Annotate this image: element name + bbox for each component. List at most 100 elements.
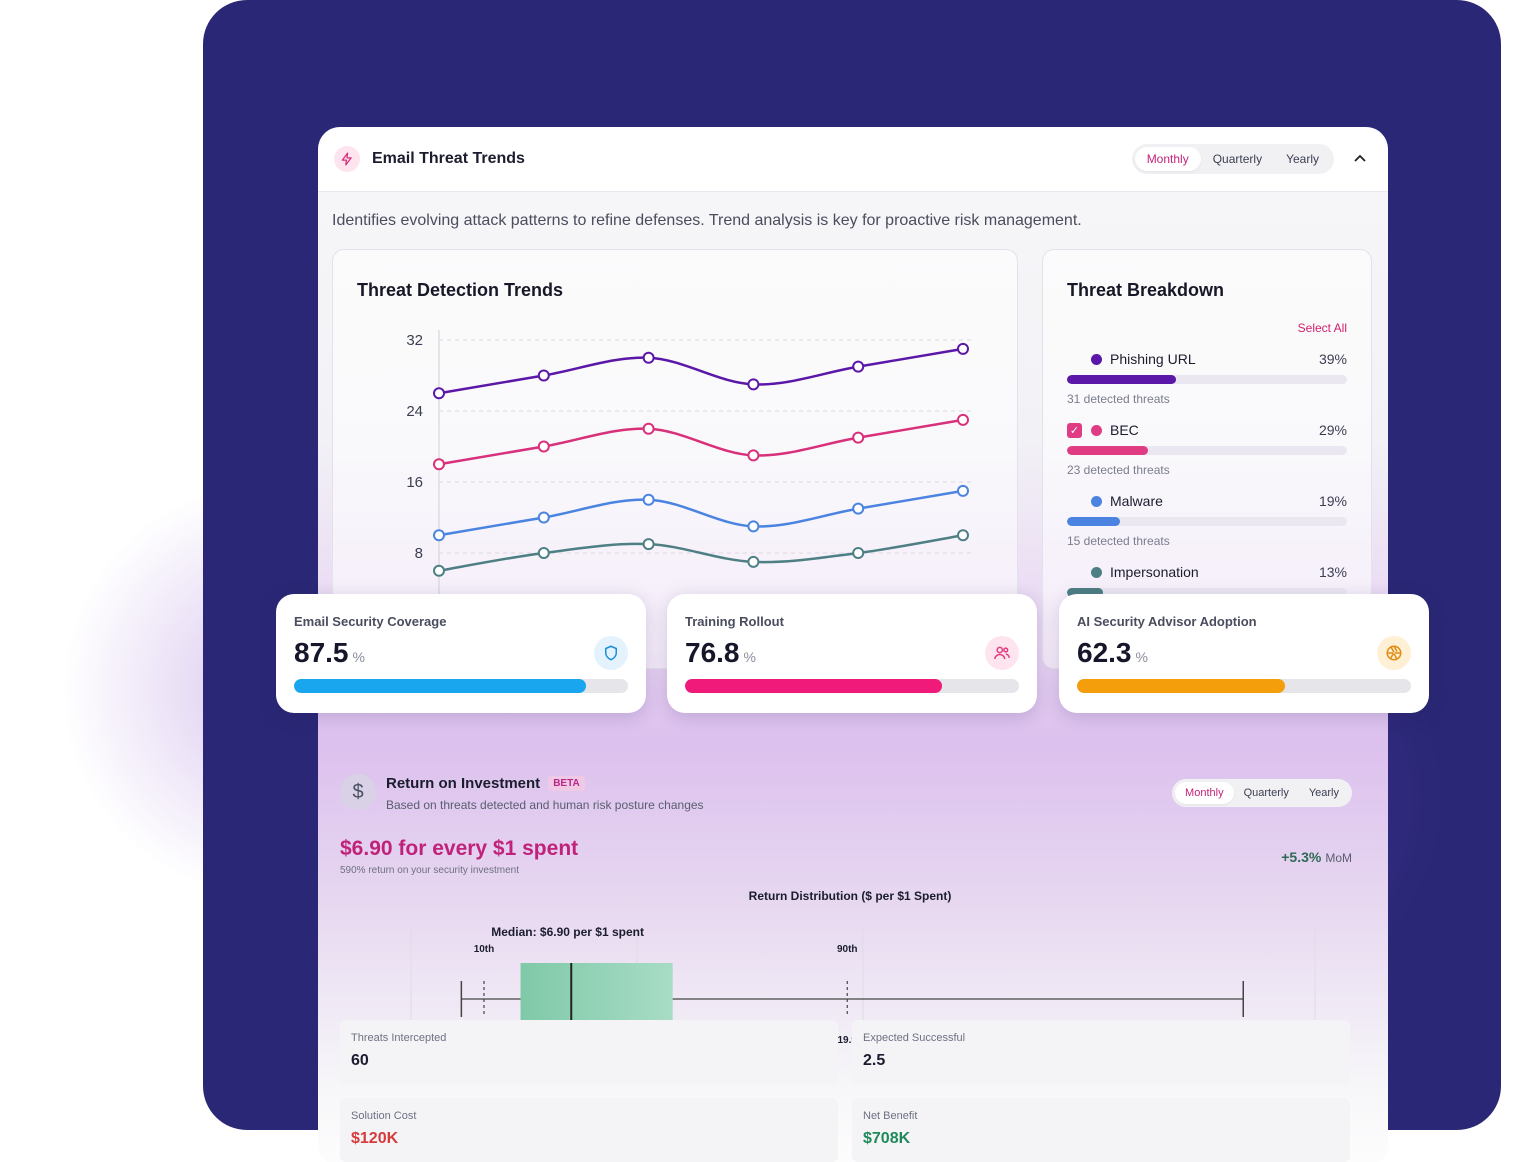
data-point[interactable] [642, 422, 655, 435]
roi-period-monthly[interactable]: Monthly [1175, 782, 1234, 804]
legend-dot-icon [1091, 353, 1102, 365]
breakdown-item[interactable]: Impersonation 13% [1067, 562, 1347, 597]
breakdown-item-count: 31 detected threats [1067, 392, 1170, 406]
breakdown-progress-fill [1067, 375, 1177, 384]
stat-label: Net Benefit [863, 1110, 918, 1122]
data-point[interactable] [537, 369, 550, 382]
data-point[interactable] [852, 502, 865, 515]
data-point[interactable] [433, 387, 445, 400]
breakdown-item[interactable]: ✓ BEC 29% 23 detected threats [1067, 420, 1347, 477]
data-point[interactable] [957, 413, 969, 426]
roi-headline: $6.90 for every $1 spent [340, 837, 579, 860]
breakdown-progress-track [1067, 517, 1347, 526]
kpi-ai-advisor-adoption: AI Security Advisor Adoption 62.3% [1059, 594, 1429, 713]
breakdown-item[interactable]: Malware 19% 15 detected threats [1067, 491, 1347, 548]
data-point[interactable] [852, 431, 865, 444]
period-selector: Monthly Quarterly Yearly [1131, 144, 1334, 174]
data-point[interactable] [747, 378, 760, 391]
roi-title: Return on Investment BETA [386, 775, 585, 792]
kpi-progress-fill [1077, 679, 1286, 693]
period-quarterly[interactable]: Quarterly [1212, 152, 1263, 166]
y-tick-label: 16 [406, 474, 423, 491]
median-label: Median: $6.90 per $1 spent [491, 925, 644, 939]
distribution-title: Return Distribution ($ per $1 Spent) [748, 889, 952, 903]
legend-dot-icon [1091, 495, 1102, 507]
breakdown-item-label: Impersonation [1110, 564, 1199, 580]
breakdown-item-label: Phishing URL [1110, 351, 1196, 367]
chevron-up-icon[interactable] [1354, 149, 1366, 165]
roi-headline-sub: 590% return on your security investment [340, 865, 519, 876]
beta-badge: BETA [548, 776, 585, 791]
data-point[interactable] [957, 529, 969, 542]
data-point[interactable] [433, 458, 445, 471]
data-point[interactable] [433, 529, 445, 542]
kpi-label: Email Security Coverage [294, 614, 447, 629]
stat-threats-intercepted: Threats Intercepted 60 [340, 1020, 838, 1084]
stat-value: 2.5 [863, 1052, 886, 1069]
roi-period-selector: Monthly Quarterly Yearly [1172, 779, 1352, 807]
breakdown-progress-track [1067, 375, 1347, 384]
stat-label: Threats Intercepted [351, 1032, 447, 1044]
series-line-0 [438, 347, 964, 395]
kpi-unit: % [743, 649, 756, 665]
breakdown-item-label: Malware [1110, 493, 1163, 509]
data-point[interactable] [642, 538, 655, 551]
kpi-email-security-coverage: Email Security Coverage 87.5% [276, 594, 646, 713]
data-point[interactable] [852, 547, 865, 559]
kpi-value: 62.3% [1077, 637, 1148, 669]
series-line-1 [438, 418, 964, 466]
lightning-icon [334, 146, 360, 172]
card-description: Identifies evolving attack patterns to r… [332, 212, 1082, 229]
checkbox-checked-icon[interactable]: ✓ [1067, 422, 1082, 438]
users-icon [985, 636, 1019, 670]
breakdown-item-count: 15 detected threats [1067, 534, 1170, 548]
data-point[interactable] [642, 493, 655, 506]
select-all-link[interactable]: Select All [1297, 321, 1347, 335]
stat-net-benefit: Net Benefit $708K [852, 1098, 1350, 1162]
data-point[interactable] [747, 555, 760, 568]
kpi-label: Training Rollout [685, 614, 784, 629]
stat-value: $708K [863, 1130, 911, 1147]
y-tick-label: 32 [406, 332, 423, 349]
stat-expected-successful: Expected Successful 2.5 [852, 1020, 1350, 1084]
breakdown-item-percent: 13% [1318, 564, 1347, 580]
data-point[interactable] [747, 520, 760, 533]
data-point[interactable] [957, 484, 969, 497]
stat-value: $120K [351, 1130, 399, 1147]
breakdown-item-percent: 19% [1318, 493, 1347, 509]
legend-dot-icon [1091, 424, 1102, 436]
kpi-progress-track [294, 679, 628, 693]
kpi-training-rollout: Training Rollout 76.8% [667, 594, 1037, 713]
period-monthly[interactable]: Monthly [1134, 147, 1201, 171]
aperture-icon [1377, 636, 1411, 670]
trend-title: Threat Detection Trends [357, 280, 564, 300]
kpi-value: 87.5% [294, 637, 365, 669]
period-yearly[interactable]: Yearly [1286, 152, 1319, 166]
roi-period-quarterly[interactable]: Quarterly [1243, 787, 1289, 799]
breakdown-item[interactable]: Phishing URL 39% 31 detected threats [1067, 349, 1347, 406]
kpi-progress-track [1077, 679, 1411, 693]
roi-subtitle: Based on threats detected and human risk… [386, 798, 704, 812]
stat-solution-cost: Solution Cost $120K [340, 1098, 838, 1162]
legend-dot-icon [1091, 566, 1102, 578]
stat-label: Solution Cost [351, 1110, 417, 1122]
kpi-unit: % [1135, 649, 1148, 665]
data-point[interactable] [747, 449, 760, 462]
mom-value: +5.3% [1281, 849, 1322, 865]
kpi-progress-fill [294, 679, 587, 693]
dollar-icon: $ [340, 774, 376, 810]
data-point[interactable] [642, 351, 655, 364]
data-point[interactable] [537, 511, 550, 524]
data-point[interactable] [537, 547, 550, 559]
data-point[interactable] [433, 564, 445, 577]
roi-period-yearly[interactable]: Yearly [1308, 787, 1339, 799]
y-tick-label: 8 [415, 545, 423, 562]
data-point[interactable] [957, 342, 969, 355]
stat-value: 60 [351, 1052, 369, 1069]
y-tick-label: 24 [406, 403, 423, 420]
data-point[interactable] [852, 360, 865, 373]
data-point[interactable] [537, 440, 550, 453]
kpi-progress-track [685, 679, 1019, 693]
kpi-unit: % [352, 649, 365, 665]
